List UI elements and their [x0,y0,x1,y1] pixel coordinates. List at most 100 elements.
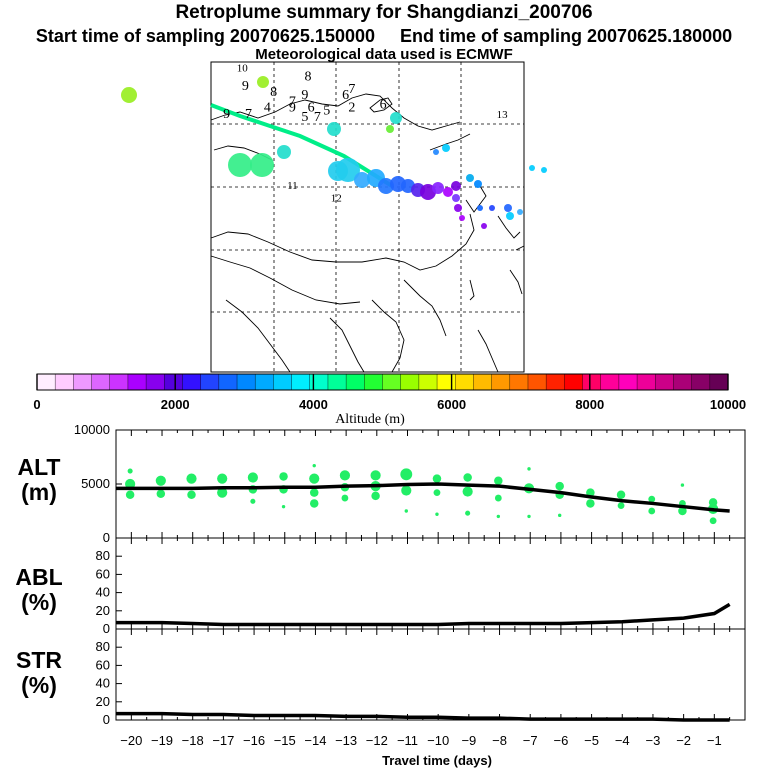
map-border-line [497,215,521,239]
map-plume-dot [451,181,461,191]
map-plume-dot [459,215,465,221]
plume-particle-point [217,473,228,484]
map-plume-dots [121,76,547,229]
colorbar-swatch [582,374,602,390]
map-plume-dot [452,194,460,202]
plume-particle-point [309,473,320,484]
y-tick-label: 80 [96,639,110,654]
colorbar-swatch [564,374,584,390]
map-plume-dot [474,180,482,188]
colorbar-swatch [691,374,711,390]
map-time-label: 7 [245,107,252,122]
colorbar-tick-label: 0 [33,397,40,412]
x-tick-label: −14 [304,733,326,748]
map-time-label: 6 [308,101,315,116]
x-axis-label: Travel time (days) [382,753,492,768]
y-tick-label: 20 [96,694,110,709]
x-tick-label: −1 [707,733,722,748]
alt-axis-title-line1: ALT [17,454,61,480]
plume-particle-point [709,517,717,525]
panel-frame [115,537,746,630]
y-tick-label: 5000 [81,476,110,491]
colorbar-swatch [146,374,165,390]
map-time-label: 4 [264,101,271,116]
colorbar-swatch [218,374,238,390]
x-tick-label: −9 [461,733,476,748]
map-plume-dot [477,205,483,211]
colorbar-swatch [673,374,693,390]
map-plume-dot [327,122,341,136]
plume-particle-point [433,489,441,497]
map-plume-dot [121,87,137,103]
plume-particle-point [155,475,166,486]
plume-particle-point [370,470,381,481]
plume-particle-point [404,509,408,513]
x-tick-label: −15 [274,733,296,748]
abl-line [116,602,731,627]
map-time-label: 7 [289,94,296,109]
colorbar-swatch [346,374,365,390]
start-time-label: Start time of sampling 20070625.150000 [35,26,375,46]
plume-particle-point [617,502,625,509]
colorbar-swatch [255,374,274,390]
met-data-label: Meteorological data used is ECMWF [255,46,513,63]
map-border-line [329,317,365,373]
colorbar-swatch [127,374,147,390]
map-time-label: 9 [289,101,296,116]
x-tick-label: −6 [553,733,568,748]
x-tick-label: −4 [615,733,630,748]
end-time-label: End time of sampling 20070625.180000 [400,26,733,46]
y-tick-label: 40 [96,676,110,691]
colorbar-label: Altitude (m) [335,412,405,427]
mean-altitude-line [116,482,730,513]
map-border-line [429,133,471,151]
str-axis-title: STR (%) [0,648,79,698]
map-border-line [210,93,461,131]
map-border-line [465,185,487,213]
x-tick-label: −10 [427,733,449,748]
x-tick-label: −3 [646,733,661,748]
map-plume-dot [517,209,523,215]
colorbar-swatch [637,374,656,390]
colorbar-swatch [73,374,93,390]
y-tick-label: 0 [103,530,110,545]
x-tick-label: −13 [335,733,357,748]
map-border-line [371,299,405,373]
alt-series [116,463,730,525]
colorbar-tick-label: 8000 [575,397,604,412]
colorbar-tick-label: 6000 [437,397,466,412]
colorbar-swatch [600,374,620,390]
plume-particle-point [247,472,258,483]
map-time-label: 6 [380,98,387,113]
map-plume-dot [277,145,291,159]
map-time-label: 12 [331,193,342,205]
map-border-line [509,269,523,295]
plume-particle-point [187,490,196,500]
y-tick-label: 20 [96,603,110,618]
colorbar-swatch [709,374,729,390]
colorbar-swatch [491,374,511,390]
colorbar-swatch [364,374,383,390]
map-plume-dot [489,205,495,211]
map-border-line [403,279,447,337]
plume-particle-point [281,504,286,509]
plume-particle-point [494,494,502,502]
map-plume-dot [442,144,450,152]
map-time-label: 9 [223,107,230,122]
altitude-colorbar: 0 2000 4000 6000 8000 10000 Altitude (m) [33,373,746,427]
map-plume-dot [386,125,394,133]
alt-axis-title-line2: (m) [21,479,57,505]
plume-particle-point [125,478,136,490]
map-plume-dot [250,153,274,177]
colorbar-swatch [237,374,256,390]
map-plume-dot [432,182,444,194]
colorbar-swatch [164,374,183,390]
plume-particle-point [309,499,319,508]
plume-particle-point [432,474,442,483]
map-time-label: 5 [301,110,308,125]
colorbar-swatch [55,374,74,390]
colorbar-swatch [455,374,474,390]
